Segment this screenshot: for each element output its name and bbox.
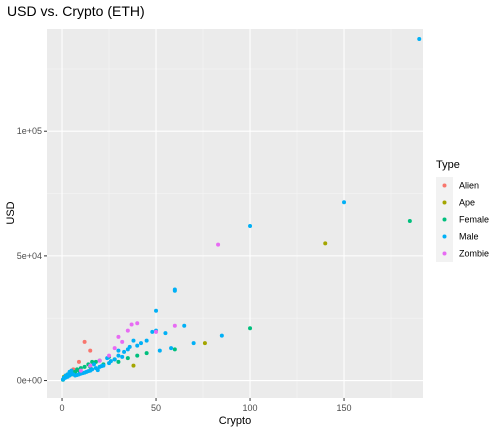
point-zombie xyxy=(216,242,221,247)
point-male xyxy=(342,200,347,205)
point-ape xyxy=(202,341,207,346)
point-male xyxy=(150,329,155,334)
point-ape xyxy=(323,241,328,246)
legend-label-female: Female xyxy=(459,215,489,225)
point-ape xyxy=(131,363,136,368)
y-tick-label: 1e+05 xyxy=(17,126,42,136)
point-male xyxy=(219,333,224,338)
point-zombie xyxy=(125,328,130,333)
point-zombie xyxy=(129,322,134,327)
y-tick-label: 0e+00 xyxy=(17,376,42,386)
y-tick-label: 5e+04 xyxy=(17,251,42,261)
point-male xyxy=(95,368,100,373)
x-axis-label: Crypto xyxy=(219,415,251,427)
data-points xyxy=(60,36,422,382)
point-zombie xyxy=(112,346,117,351)
y-axis-ticks: 0e+00 5e+04 1e+05 xyxy=(17,126,47,386)
legend-title: Type xyxy=(436,159,460,171)
point-zombie xyxy=(107,353,112,358)
legend: Type Alien Ape Female Male Zombie xyxy=(436,159,489,262)
legend-label-alien: Alien xyxy=(459,181,479,191)
x-tick-label: 0 xyxy=(60,403,65,413)
point-male xyxy=(248,223,253,228)
point-female xyxy=(116,359,121,364)
point-male xyxy=(122,349,127,354)
plot-panel xyxy=(47,29,423,398)
point-female xyxy=(407,218,412,223)
point-zombie xyxy=(154,329,159,334)
x-tick-label: 100 xyxy=(243,403,258,413)
minor-gridlines xyxy=(47,29,423,398)
point-zombie xyxy=(97,358,102,363)
point-alien xyxy=(76,359,81,364)
point-male xyxy=(144,338,149,343)
point-male xyxy=(417,36,422,41)
point-male xyxy=(169,346,174,351)
point-male xyxy=(157,348,162,353)
legend-label-zombie: Zombie xyxy=(459,249,489,259)
y-axis-label: USD xyxy=(5,201,17,224)
point-zombie xyxy=(172,323,177,328)
point-female xyxy=(82,364,87,369)
point-male xyxy=(139,341,143,346)
point-zombie xyxy=(116,334,121,339)
point-male xyxy=(116,348,121,353)
legend-swatch-female xyxy=(442,217,447,222)
point-male xyxy=(60,377,65,382)
point-male xyxy=(172,288,177,293)
point-male xyxy=(182,323,187,328)
point-male xyxy=(112,357,117,362)
x-axis-ticks: 0 50 100 150 xyxy=(60,398,352,413)
point-female xyxy=(135,353,140,358)
point-male xyxy=(99,364,104,369)
point-male xyxy=(191,341,196,346)
x-tick-label: 50 xyxy=(151,403,161,413)
point-male xyxy=(116,353,121,358)
legend-swatch-male xyxy=(442,234,447,239)
legend-label-ape: Ape xyxy=(459,198,475,208)
point-male xyxy=(154,308,159,313)
legend-label-male: Male xyxy=(459,232,479,242)
point-zombie xyxy=(120,339,125,344)
x-tick-label: 150 xyxy=(337,403,352,413)
point-alien xyxy=(82,339,87,344)
point-female xyxy=(144,351,149,356)
point-male xyxy=(120,354,125,359)
point-female xyxy=(172,347,177,352)
point-male xyxy=(135,343,140,348)
point-zombie xyxy=(88,363,93,368)
point-male xyxy=(92,362,96,367)
legend-swatch-zombie xyxy=(442,251,447,256)
point-male xyxy=(163,331,168,336)
legend-swatch-alien xyxy=(442,183,447,188)
point-male xyxy=(108,359,113,364)
point-male xyxy=(131,338,136,343)
chart-title: USD vs. Crypto (ETH) xyxy=(7,3,145,19)
point-zombie xyxy=(135,321,140,326)
point-female xyxy=(248,326,253,331)
major-gridlines xyxy=(47,29,423,398)
point-zombie xyxy=(78,368,83,373)
point-alien xyxy=(88,348,93,353)
point-female xyxy=(125,356,130,361)
legend-swatch-ape xyxy=(442,200,447,205)
point-male xyxy=(127,344,132,349)
